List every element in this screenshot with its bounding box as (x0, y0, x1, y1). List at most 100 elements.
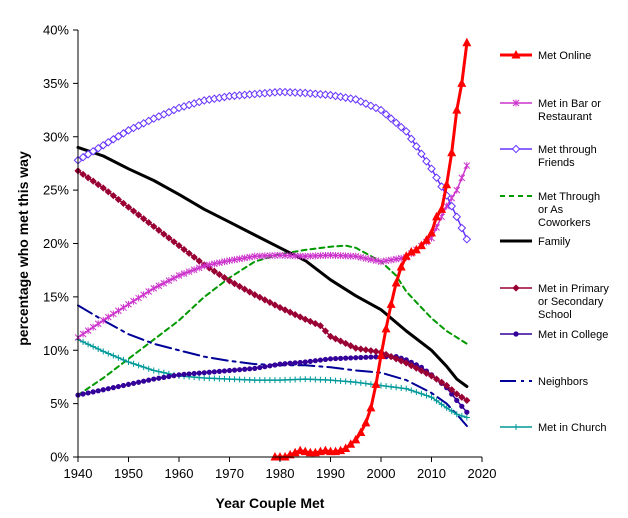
data-point (342, 252, 350, 260)
data-point (362, 380, 369, 387)
x-tick-label: 2010 (417, 466, 446, 481)
data-point (220, 274, 229, 282)
data-point (78, 152, 88, 162)
data-point (312, 358, 318, 364)
series-0 (270, 37, 472, 461)
data-point (114, 195, 122, 204)
data-point (338, 355, 344, 361)
y-tick-label: 10% (43, 343, 69, 358)
data-point (146, 377, 152, 383)
data-point (95, 388, 101, 394)
data-point (438, 401, 445, 408)
data-point (282, 361, 288, 367)
data-point (412, 364, 420, 372)
data-point (281, 251, 289, 259)
data-point (145, 218, 153, 227)
series-3 (77, 244, 468, 397)
data-point (115, 383, 121, 390)
legend-marker (511, 144, 521, 154)
data-point (160, 230, 168, 238)
data-point (261, 377, 268, 384)
y-tick-label: 25% (43, 183, 69, 198)
data-point (368, 354, 374, 360)
data-point (276, 303, 284, 312)
data-point (237, 367, 243, 373)
data-point (120, 382, 127, 389)
data-point (241, 376, 248, 383)
y-tick-label: 20% (43, 236, 69, 251)
legend-marker (512, 99, 520, 107)
data-point (422, 369, 431, 377)
data-point (266, 377, 273, 384)
x-tick-label: 1970 (215, 466, 244, 481)
data-point (312, 376, 319, 383)
data-point (185, 249, 193, 257)
data-point (155, 368, 162, 375)
data-point (427, 372, 436, 380)
data-point (381, 323, 391, 333)
data-point (366, 101, 376, 111)
data-point (130, 380, 137, 386)
data-point (135, 211, 143, 219)
y-tick-label: 40% (43, 23, 69, 38)
data-point (271, 301, 279, 309)
data-point (109, 192, 117, 200)
data-point (327, 356, 334, 362)
data-point (388, 383, 395, 390)
data-point (170, 274, 178, 282)
data-point (458, 393, 466, 401)
data-point (417, 149, 426, 159)
data-point (387, 353, 395, 361)
data-point (225, 277, 234, 285)
data-point (297, 359, 303, 366)
data-point (448, 386, 456, 394)
data-point (160, 369, 167, 376)
data-point (160, 279, 168, 287)
data-point (251, 377, 258, 384)
data-point (109, 135, 118, 144)
data-point (150, 222, 158, 231)
data-point (266, 298, 274, 307)
data-point (317, 376, 324, 383)
data-point (241, 285, 249, 293)
data-point (125, 381, 132, 388)
data-point (221, 258, 228, 266)
legend-label: Restaurant (538, 111, 592, 123)
data-point (231, 376, 238, 383)
data-point (322, 251, 329, 259)
data-point (79, 170, 87, 178)
legend-marker (513, 331, 519, 337)
legend-label: Met in Church (538, 422, 606, 434)
data-point (85, 341, 92, 348)
legend-marker (513, 424, 519, 430)
legend-marker (512, 284, 520, 292)
data-point (448, 408, 455, 415)
data-point (392, 355, 400, 363)
data-point (114, 132, 123, 141)
series-line (76, 145, 469, 388)
data-point (135, 294, 142, 302)
data-point (210, 267, 218, 275)
data-point (292, 360, 298, 366)
data-point (412, 142, 421, 151)
data-point (432, 375, 441, 383)
data-point (433, 397, 440, 404)
data-point (246, 288, 254, 296)
data-point (371, 379, 381, 388)
data-point (176, 372, 182, 378)
data-point (221, 375, 228, 382)
data-point (150, 284, 158, 292)
legend-label: Met Through (538, 191, 600, 203)
data-point (401, 251, 411, 260)
data-point (443, 202, 451, 210)
data-point (361, 417, 371, 427)
data-point (251, 291, 259, 299)
data-point (297, 376, 304, 383)
data-point (130, 360, 137, 367)
data-point (119, 129, 128, 138)
axes: 0% 5% 10% 15% 20% 25% 30% 35% 40% 1940 1950 1960 197… (43, 23, 496, 482)
data-point (443, 381, 451, 390)
data-point (267, 363, 273, 369)
